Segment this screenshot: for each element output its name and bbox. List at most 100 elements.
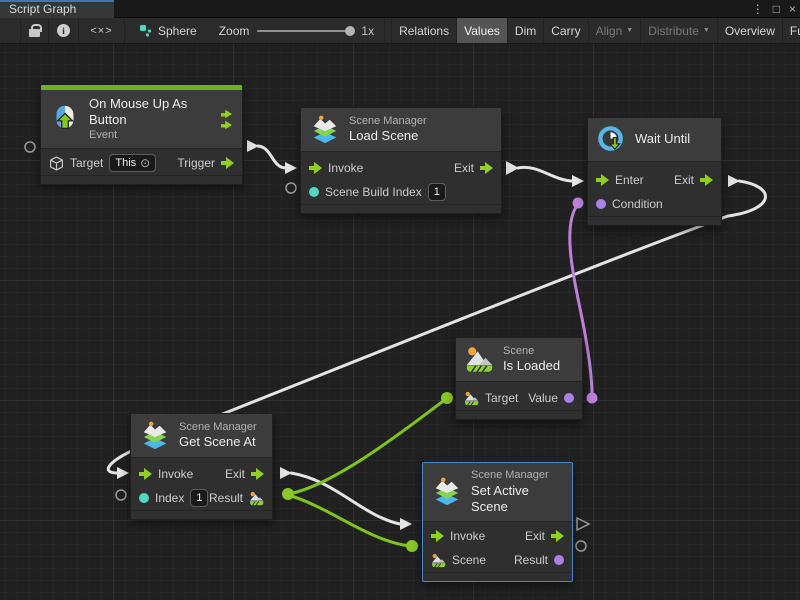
port-marker-getsceneat-exit-out[interactable] bbox=[280, 467, 292, 479]
node-on-mouse-up-as-button[interactable]: On Mouse Up As Button Event Target This … bbox=[40, 84, 243, 186]
scene-port-icon[interactable] bbox=[464, 391, 479, 406]
index-value-chip[interactable]: 1 bbox=[190, 489, 209, 507]
invoke-port-label: Invoke bbox=[328, 161, 364, 175]
port-marker-loadscene-invoke-in[interactable] bbox=[285, 162, 297, 174]
carry-button[interactable]: Carry bbox=[543, 18, 587, 43]
object-picker-icon[interactable]: ⊙ bbox=[140, 156, 151, 171]
condition-port-label: Condition bbox=[612, 197, 663, 211]
align-dropdown[interactable]: Align ▼ bbox=[587, 18, 641, 43]
port-marker-getsceneat-invoke-in[interactable] bbox=[117, 467, 129, 479]
port-row: Target This ⊙ Trigger bbox=[41, 151, 242, 175]
value-port[interactable] bbox=[564, 393, 574, 403]
port-marker-trigger-out[interactable] bbox=[247, 140, 259, 152]
node-footer bbox=[301, 204, 501, 213]
node-get-scene-at[interactable]: Scene Manager Get Scene At Invoke Exit I… bbox=[130, 413, 273, 520]
exit-port[interactable] bbox=[551, 530, 564, 543]
values-button[interactable]: Values bbox=[456, 18, 507, 43]
wire-loadscene-to-waituntil[interactable] bbox=[516, 165, 574, 183]
invoke-port[interactable] bbox=[139, 468, 152, 480]
port-marker-setactive-scene-in[interactable] bbox=[406, 540, 418, 552]
condition-port[interactable] bbox=[596, 199, 606, 209]
scene-build-index-label: Scene Build Index bbox=[325, 185, 422, 199]
close-icon[interactable]: × bbox=[788, 2, 796, 16]
node-wait-until[interactable]: Wait Until Enter Exit Condition bbox=[587, 117, 722, 226]
target-value-chip[interactable]: This ⊙ bbox=[109, 154, 157, 173]
scene-manager-icon bbox=[310, 115, 340, 145]
wire-trigger-to-loadscene[interactable] bbox=[256, 144, 288, 170]
scene-icon bbox=[465, 345, 494, 374]
exit-port-label: Exit bbox=[453, 161, 474, 175]
node-load-scene[interactable]: Scene Manager Load Scene Invoke Exit Sce… bbox=[300, 107, 502, 214]
result-port[interactable] bbox=[554, 555, 564, 566]
trigger-port-label: Trigger bbox=[177, 156, 215, 171]
node-title: Load Scene bbox=[349, 128, 419, 144]
more-menu-icon[interactable]: ⋮ bbox=[751, 2, 764, 16]
node-header: Scene Is Loaded bbox=[456, 338, 582, 382]
port-marker-setactive-exit-unconnected[interactable] bbox=[576, 516, 591, 532]
wire-getsceneat-to-setactive[interactable] bbox=[289, 471, 402, 526]
scene-build-index-port[interactable] bbox=[309, 187, 319, 197]
exit-port-label: Exit bbox=[673, 173, 694, 187]
wire-result-to-setactive-scene[interactable] bbox=[286, 493, 412, 548]
node-title: Is Loaded bbox=[503, 358, 561, 374]
wire-result-to-isloaded-target[interactable] bbox=[286, 397, 448, 496]
exit-port[interactable] bbox=[700, 174, 713, 186]
relations-button[interactable]: Relations bbox=[391, 18, 456, 43]
graph-icon bbox=[139, 24, 152, 37]
overview-button[interactable]: Overview bbox=[716, 18, 782, 43]
port-marker-isloaded-target-in[interactable] bbox=[441, 392, 453, 404]
exit-port[interactable] bbox=[480, 162, 493, 174]
invoke-port[interactable] bbox=[431, 530, 444, 543]
port-row: Invoke Exit bbox=[131, 462, 272, 486]
node-category: Scene Manager bbox=[471, 469, 549, 481]
scene-port-icon[interactable] bbox=[431, 553, 446, 568]
port-marker-setactive-invoke-in[interactable] bbox=[400, 518, 412, 530]
port-row: Invoke Exit bbox=[301, 156, 501, 180]
port-marker-waituntil-enter-in[interactable] bbox=[572, 175, 584, 187]
mouse-up-event-icon bbox=[50, 104, 80, 134]
node-footer bbox=[588, 216, 721, 225]
port-marker-mouseup-target-unconnected[interactable] bbox=[24, 141, 36, 153]
zoom-slider-handle[interactable] bbox=[345, 25, 356, 36]
lock-button[interactable] bbox=[20, 18, 49, 43]
exit-port[interactable] bbox=[251, 468, 264, 480]
result-scene-port-icon[interactable] bbox=[249, 491, 264, 506]
enter-port[interactable] bbox=[596, 174, 609, 186]
node-set-active-scene[interactable]: Scene Manager Set Active Scene Invoke Ex… bbox=[422, 462, 573, 583]
port-row: Enter Exit bbox=[588, 168, 721, 192]
maximize-icon[interactable]: □ bbox=[772, 2, 780, 16]
node-is-loaded[interactable]: Scene Is Loaded Target Value bbox=[455, 337, 583, 420]
port-marker-buildindex-unconnected[interactable] bbox=[285, 182, 297, 194]
code-icon: <×> bbox=[90, 24, 113, 37]
node-footer bbox=[41, 175, 242, 184]
lock-icon bbox=[29, 24, 42, 37]
node-titles: Wait Until bbox=[635, 131, 712, 147]
invoke-port[interactable] bbox=[309, 162, 322, 174]
port-marker-index-unconnected[interactable] bbox=[115, 489, 127, 501]
port-marker-loadscene-exit-out[interactable] bbox=[506, 161, 519, 175]
port-marker-condition-in[interactable] bbox=[572, 197, 584, 209]
trigger-port[interactable] bbox=[221, 157, 234, 170]
distribute-label: Distribute bbox=[648, 23, 699, 38]
port-row: Scene Build Index 1 bbox=[301, 180, 501, 204]
edit-graph-button[interactable]: <×> bbox=[79, 18, 125, 43]
tab-script-graph[interactable]: Script Graph bbox=[0, 0, 114, 18]
target-port-label: Target bbox=[485, 391, 519, 405]
port-marker-isloaded-value-out[interactable] bbox=[586, 392, 598, 404]
wire-isloaded-value-to-condition[interactable] bbox=[568, 202, 594, 398]
distribute-dropdown[interactable]: Distribute ▼ bbox=[640, 18, 717, 43]
port-marker-setactive-result-unconnected[interactable] bbox=[575, 540, 587, 552]
graph-breadcrumb[interactable]: Sphere bbox=[125, 18, 209, 43]
fullscreen-button[interactable]: Full Screen bbox=[781, 18, 800, 43]
node-header: Scene Manager Set Active Scene bbox=[423, 463, 572, 523]
zoom-slider[interactable] bbox=[257, 25, 356, 36]
dim-button[interactable]: Dim bbox=[506, 18, 543, 43]
index-port[interactable] bbox=[139, 493, 149, 503]
titlebar: Script Graph ⋮ □ × bbox=[0, 0, 800, 18]
info-button[interactable]: i bbox=[49, 18, 79, 43]
port-marker-waituntil-exit-out[interactable] bbox=[728, 175, 740, 187]
scene-build-index-value[interactable]: 1 bbox=[427, 183, 446, 201]
node-header: On Mouse Up As Button Event bbox=[41, 90, 242, 150]
port-marker-getsceneat-result-out[interactable] bbox=[282, 488, 294, 500]
chevron-down-icon: ▼ bbox=[626, 27, 634, 34]
